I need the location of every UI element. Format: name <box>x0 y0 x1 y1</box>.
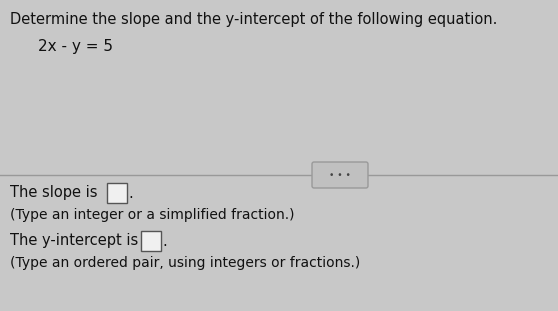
FancyBboxPatch shape <box>107 183 127 203</box>
Text: (Type an ordered pair, using integers or fractions.): (Type an ordered pair, using integers or… <box>10 256 360 270</box>
Text: The slope is: The slope is <box>10 185 102 201</box>
Text: The y-intercept is: The y-intercept is <box>10 234 143 248</box>
Text: 2x - y = 5: 2x - y = 5 <box>38 39 113 54</box>
Text: .: . <box>162 234 167 248</box>
FancyBboxPatch shape <box>141 231 161 251</box>
Text: Determine the slope and the y-intercept of the following equation.: Determine the slope and the y-intercept … <box>10 12 497 27</box>
FancyBboxPatch shape <box>312 162 368 188</box>
Text: • • •: • • • <box>329 170 351 179</box>
Text: .: . <box>128 185 133 201</box>
Text: (Type an integer or a simplified fraction.): (Type an integer or a simplified fractio… <box>10 208 295 222</box>
